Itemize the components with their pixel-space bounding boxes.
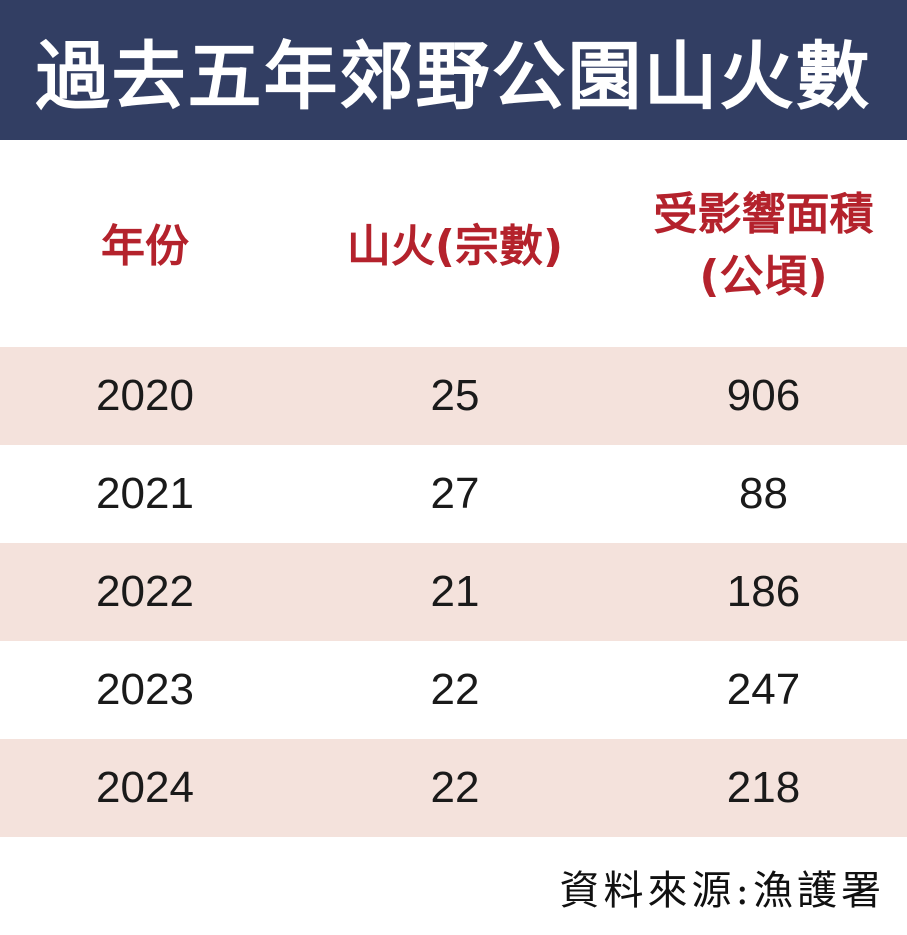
cell-fires: 22 [430,665,480,714]
cell-area: 88 [739,469,788,518]
header-area-line1: 受影響面積 [653,189,874,240]
cell-year: 2024 [96,763,194,812]
cell-fires: 27 [430,469,480,518]
header-year: 年份 [101,221,189,272]
chart-title: 過去五年郊野公園山火數 [35,33,872,120]
cell-area: 218 [726,763,801,812]
cell-area: 906 [726,371,801,420]
cell-area: 247 [726,665,801,714]
cell-fires: 21 [430,567,480,616]
cell-year: 2021 [96,469,194,518]
cell-area: 186 [726,567,801,616]
table-body: 2020 25 906 2021 27 88 2022 21 186 2023 22 247 2024 2… [0,347,907,837]
cell-year: 2023 [96,665,194,714]
cell-fires: 22 [430,763,480,812]
header-fires: 山火(宗數) [346,221,564,272]
cell-fires: 25 [430,371,480,420]
header-area-line2: (公頃) [699,251,828,302]
source-note: 資料來源:漁護署 [559,868,885,914]
table-header: 年份 山火(宗數) 受影響面積 (公頃) [0,140,907,347]
header-area: 受影響面積 (公頃) [620,184,907,308]
cell-year: 2020 [96,371,194,420]
table-row: 2024 22 218 [0,739,907,837]
table-row: 2023 22 247 [0,641,907,739]
cell-year: 2022 [96,567,194,616]
table-row: 2021 27 88 [0,445,907,543]
title-bar: 過去五年郊野公園山火數 [0,0,907,140]
table-row: 2022 21 186 [0,543,907,641]
table-row: 2020 25 906 [0,347,907,445]
